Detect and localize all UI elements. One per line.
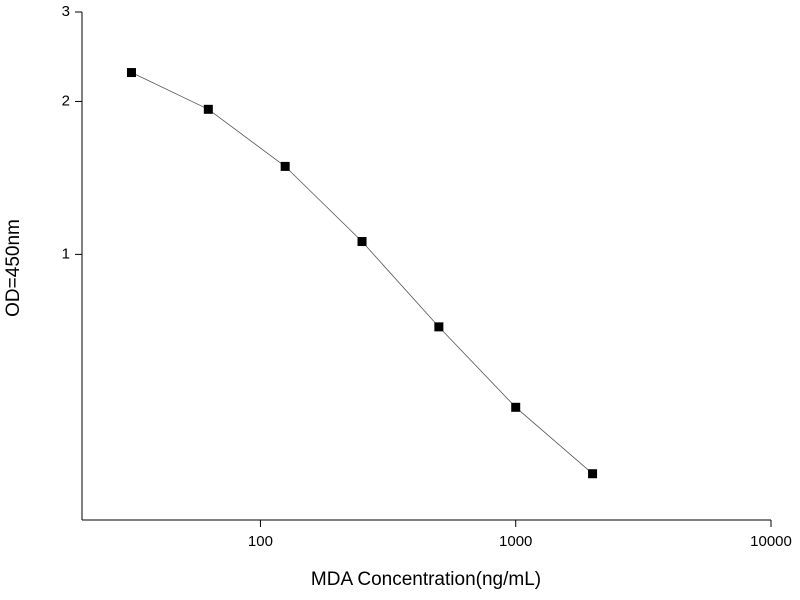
data-point bbox=[434, 322, 444, 332]
x-tick-label: 10000 bbox=[750, 533, 792, 550]
x-tick-label: 100 bbox=[248, 533, 273, 550]
data-point bbox=[588, 469, 598, 479]
y-tick-label: 1 bbox=[62, 245, 70, 262]
y-axis-label: OD=450nm bbox=[3, 219, 24, 317]
x-axis-label: MDA Concentration(ng/mL) bbox=[311, 569, 541, 590]
data-point bbox=[126, 68, 136, 78]
y-tick-label: 2 bbox=[62, 92, 70, 109]
series-line bbox=[131, 72, 593, 475]
data-point bbox=[357, 237, 367, 247]
data-point bbox=[203, 104, 213, 114]
data-point bbox=[511, 402, 521, 412]
y-tick-label: 3 bbox=[62, 3, 70, 20]
x-tick-label: 1000 bbox=[499, 533, 532, 550]
data-point bbox=[280, 161, 290, 171]
